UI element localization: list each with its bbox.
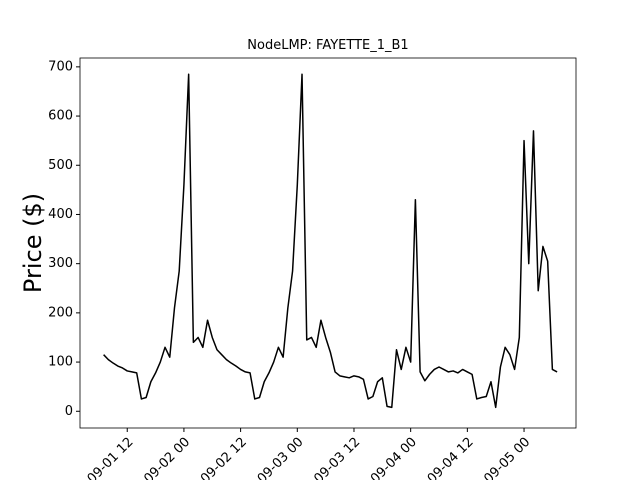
chart-title: NodeLMP: FAYETTE_1_B1 [247, 38, 408, 53]
x-tick-label: 09-03 00 [255, 435, 307, 480]
y-tick-label: 700 [48, 59, 73, 74]
x-tick-label: 09-04 12 [425, 435, 477, 480]
x-tick-label: 09-03 12 [311, 435, 363, 480]
y-tick-label: 100 [48, 355, 73, 370]
y-tick-label: 400 [48, 207, 73, 222]
y-tick-label: 600 [48, 109, 73, 124]
x-tick-label: 09-02 00 [141, 435, 193, 480]
y-tick-label: 0 [65, 404, 73, 419]
plot-frame [79, 57, 577, 429]
y-tick-label: 300 [48, 256, 73, 271]
x-tick-label: 09-04 00 [368, 435, 420, 480]
y-axis-label: Price ($) [19, 193, 47, 293]
x-tick-label: 09-02 12 [198, 435, 250, 480]
y-tick-label: 200 [48, 305, 73, 320]
x-tick-label: 09-01 12 [85, 435, 137, 480]
x-tick-label: 09-05 00 [481, 435, 533, 480]
y-tick-label: 500 [48, 158, 73, 173]
price-line [103, 73, 558, 409]
